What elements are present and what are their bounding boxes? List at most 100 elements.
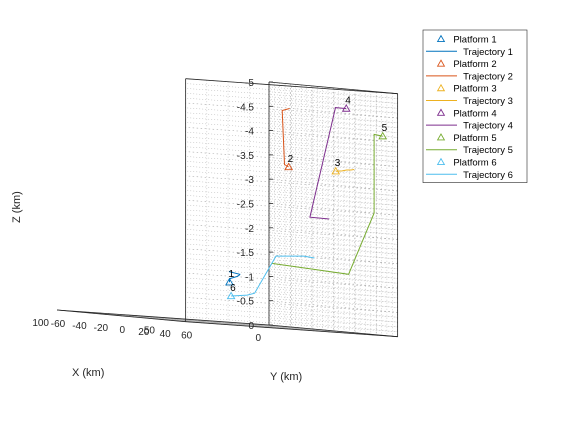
x-tick-label: 0 <box>255 333 261 344</box>
gridline <box>268 256 398 269</box>
gridline <box>185 316 398 333</box>
gridline <box>185 204 398 221</box>
gridline <box>268 203 398 216</box>
gridline <box>268 305 398 318</box>
gridline <box>268 290 398 303</box>
gridline <box>185 253 398 269</box>
grid-lines <box>56 78 398 337</box>
z-axis-label: Z (km) <box>11 191 23 223</box>
gridline <box>268 96 398 109</box>
gridline <box>99 313 312 330</box>
box-edge <box>268 324 398 338</box>
gridline <box>185 83 398 99</box>
gridline <box>268 266 398 279</box>
gridline <box>185 258 398 274</box>
z-tick-label: -1.5 <box>237 248 255 259</box>
gridline <box>268 212 398 226</box>
gridline <box>185 102 398 119</box>
legend-marker-platform-6 <box>436 157 446 166</box>
gridline <box>268 91 398 104</box>
gridline <box>185 219 398 235</box>
gridline <box>268 169 398 182</box>
gridline <box>268 193 398 206</box>
legend-marker-platform-3 <box>436 83 446 92</box>
gridline <box>268 319 398 333</box>
platform-marker-4 <box>341 104 351 112</box>
y-tick-label: -20 <box>94 323 109 334</box>
gridline <box>185 263 398 279</box>
y-tick-label: 60 <box>181 331 193 342</box>
gridline <box>185 302 398 318</box>
gridline <box>185 297 398 313</box>
z-tick-label: 0 <box>248 321 254 332</box>
legend-label-trajectory-3: Trajectory 3 <box>463 96 513 107</box>
gridline <box>185 209 398 226</box>
gridline <box>185 180 398 197</box>
gridline <box>185 185 398 201</box>
gridline <box>268 174 398 187</box>
axes-box <box>56 78 399 338</box>
gridline <box>268 217 398 231</box>
gridline <box>185 122 398 138</box>
gridline <box>185 151 398 167</box>
gridline <box>268 232 398 245</box>
legend-label-trajectory-2: Trajectory 2 <box>463 71 513 82</box>
legend-label-trajectory-1: Trajectory 1 <box>463 47 513 58</box>
gridline <box>89 312 302 329</box>
z-tick-label: -0.5 <box>237 297 255 308</box>
y-axis-label: Y (km) <box>270 371 302 383</box>
gridline <box>268 183 398 197</box>
gridline <box>268 140 398 153</box>
gridline <box>268 178 398 192</box>
gridline <box>141 315 271 328</box>
legend-marker-platform-5 <box>436 133 446 141</box>
z-tick-label: -2 <box>245 224 254 235</box>
gridline <box>132 316 345 333</box>
legend-label-platform-4: Platform 4 <box>453 108 496 119</box>
y-axis-line <box>56 309 186 323</box>
gridline <box>185 136 398 153</box>
gridline <box>185 156 398 172</box>
z-tick-label: -2.5 <box>237 200 255 211</box>
gridline <box>137 317 350 333</box>
gridline <box>185 214 398 231</box>
gridline <box>185 112 398 128</box>
gridline <box>185 141 398 158</box>
z-tick-label: -4 <box>245 127 254 138</box>
gridline <box>164 319 377 336</box>
box-edge <box>185 321 398 338</box>
gridline <box>268 285 398 299</box>
gridline <box>268 227 398 240</box>
gridline <box>126 316 339 332</box>
x-tick-label: 50 <box>144 326 156 337</box>
legend-label-platform-2: Platform 2 <box>453 59 496 70</box>
gridline <box>185 238 398 255</box>
gridline <box>268 120 398 133</box>
gridline <box>185 93 398 109</box>
platform-marker-2 <box>284 162 294 171</box>
gridline <box>99 312 229 325</box>
legend-label-trajectory-4: Trajectory 4 <box>463 121 513 132</box>
gridline <box>185 175 398 192</box>
y-tick-label: -40 <box>72 321 87 332</box>
legend-label-platform-3: Platform 3 <box>453 84 496 95</box>
gridline <box>185 127 398 143</box>
gridline <box>185 161 398 177</box>
trajectory-line-2 <box>281 108 290 168</box>
gridline <box>185 267 398 284</box>
trajectory-line-5 <box>271 133 383 275</box>
platform-number-label-4: 4 <box>345 96 351 107</box>
gridline <box>184 318 313 331</box>
legend-label-platform-6: Platform 6 <box>453 158 496 169</box>
gridline <box>268 310 398 323</box>
gridline <box>185 282 398 299</box>
gridline <box>185 272 398 289</box>
gridline <box>268 276 398 289</box>
y-tick-label: -60 <box>51 319 66 330</box>
gridline <box>268 237 398 250</box>
gridline <box>268 154 398 167</box>
legend-box <box>422 29 528 183</box>
gridline <box>268 135 398 148</box>
gridline <box>268 222 398 235</box>
